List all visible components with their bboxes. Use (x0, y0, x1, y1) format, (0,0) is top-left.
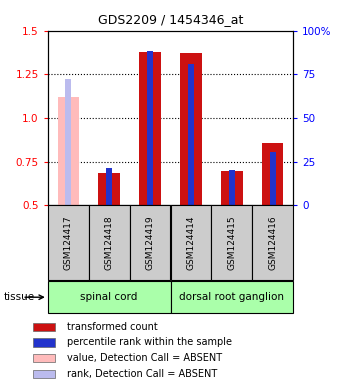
Bar (130, 205, 170, 280)
Bar (33, 338, 55, 347)
Bar (270, 152, 276, 205)
Text: GSM124418: GSM124418 (105, 215, 114, 270)
Bar (89, 205, 130, 280)
Text: transformed count: transformed count (67, 322, 158, 332)
Bar (147, 51, 153, 205)
Text: dorsal root ganglion: dorsal root ganglion (179, 292, 284, 302)
Bar (33, 354, 55, 362)
Bar (48, 205, 89, 280)
Bar (106, 168, 112, 205)
Text: value, Detection Call = ABSENT: value, Detection Call = ABSENT (67, 353, 222, 363)
Bar (211, 205, 252, 280)
Bar (170, 205, 211, 280)
Text: GDS2209 / 1454346_at: GDS2209 / 1454346_at (98, 13, 243, 26)
Text: GSM124419: GSM124419 (146, 215, 154, 270)
Text: rank, Detection Call = ABSENT: rank, Detection Call = ABSENT (67, 369, 218, 379)
Text: GSM124414: GSM124414 (187, 216, 195, 270)
Bar (221, 171, 242, 205)
Bar (188, 64, 194, 205)
Bar (33, 370, 55, 378)
Text: GSM124415: GSM124415 (227, 215, 236, 270)
Bar (65, 79, 71, 205)
Bar (33, 323, 55, 331)
Bar (262, 143, 283, 205)
Text: percentile rank within the sample: percentile rank within the sample (67, 338, 232, 348)
Bar (229, 170, 235, 205)
Text: GSM124417: GSM124417 (64, 215, 73, 270)
Text: GSM124416: GSM124416 (268, 215, 277, 270)
Text: tissue: tissue (3, 292, 34, 302)
Bar (252, 205, 293, 280)
Bar (170, 281, 293, 313)
Text: spinal cord: spinal cord (80, 292, 138, 302)
Bar (139, 52, 161, 205)
Bar (99, 173, 120, 205)
Bar (58, 97, 79, 205)
Bar (48, 281, 170, 313)
Bar (180, 53, 202, 205)
